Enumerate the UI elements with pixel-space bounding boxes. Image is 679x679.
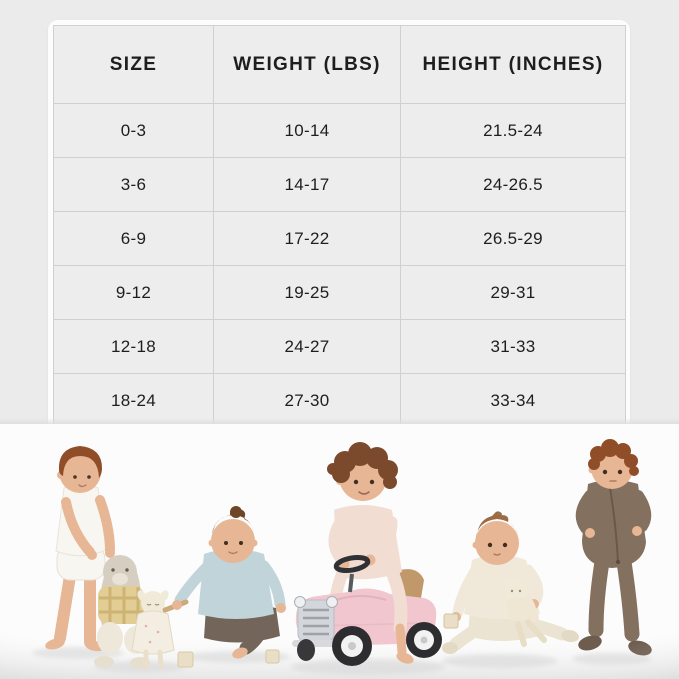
table-row: 0-3 10-14 21.5-24 xyxy=(53,103,626,158)
vignette-overlay xyxy=(0,424,679,679)
table-cell: 9-12 xyxy=(53,265,214,320)
table-cell: 6-9 xyxy=(53,211,214,266)
header-height: HEIGHT (INCHES) xyxy=(400,25,626,104)
table-row: 3-6 14-17 24-26.5 xyxy=(53,157,626,212)
table-cell: 10-14 xyxy=(213,103,401,158)
table-cell: 0-3 xyxy=(53,103,214,158)
table-cell: 17-22 xyxy=(213,211,401,266)
table-cell: 29-31 xyxy=(400,265,626,320)
table-cell: 19-25 xyxy=(213,265,401,320)
table-cell: 24-27 xyxy=(213,319,401,374)
table-row: 9-12 19-25 29-31 xyxy=(53,265,626,320)
baby-photo xyxy=(0,418,679,679)
baby-size-chart-card: SIZE WEIGHT (LBS) HEIGHT (INCHES) 0-3 10… xyxy=(48,20,630,433)
header-row: SIZE WEIGHT (LBS) HEIGHT (INCHES) xyxy=(53,25,626,104)
table-row: 12-18 24-27 31-33 xyxy=(53,319,626,374)
table-cell: 12-18 xyxy=(53,319,214,374)
table-cell: 24-26.5 xyxy=(400,157,626,212)
table-cell: 26.5-29 xyxy=(400,211,626,266)
table-row: 6-9 17-22 26.5-29 xyxy=(53,211,626,266)
baby-photo-illustration xyxy=(0,424,679,679)
table-cell: 14-17 xyxy=(213,157,401,212)
size-chart-table: SIZE WEIGHT (LBS) HEIGHT (INCHES) 0-3 10… xyxy=(53,25,626,428)
table-cell: 31-33 xyxy=(400,319,626,374)
header-size: SIZE xyxy=(53,25,214,104)
table-cell: 3-6 xyxy=(53,157,214,212)
header-weight: WEIGHT (LBS) xyxy=(213,25,401,104)
table-cell: 21.5-24 xyxy=(400,103,626,158)
